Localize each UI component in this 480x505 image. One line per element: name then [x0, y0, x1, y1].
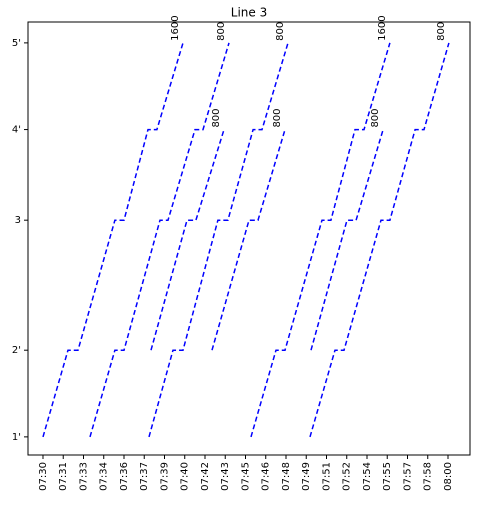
- train-line: [250, 42, 391, 438]
- y-tick-label: 5': [12, 38, 21, 49]
- plot-frame: [27, 21, 471, 456]
- x-tick-label: 07:45: [240, 462, 251, 491]
- y-tick-label: 4': [12, 125, 21, 136]
- x-tick-label: 07:37: [139, 462, 150, 491]
- train-line: [148, 42, 289, 438]
- x-tick-label: 07:39: [159, 462, 170, 491]
- x-tick-label: 07:40: [180, 462, 191, 491]
- train-label: 1600: [170, 15, 181, 40]
- train-label: 800: [436, 22, 447, 41]
- train-label: 800: [272, 108, 283, 127]
- x-tick-label: 07:48: [281, 462, 292, 491]
- x-tick-label: 07:55: [382, 462, 393, 491]
- x-tick-label: 07:34: [99, 462, 110, 491]
- train-label: 800: [211, 108, 222, 127]
- chart-title: Line 3: [231, 6, 267, 20]
- x-tick-label: 07:58: [423, 462, 434, 491]
- train-line: [309, 42, 450, 438]
- x-tick-label: 08:00: [443, 462, 454, 491]
- x-tick-label: 07:42: [200, 462, 211, 491]
- train-line: [89, 42, 230, 438]
- x-tick-label: 07:43: [220, 462, 231, 491]
- x-tick-label: 07:33: [78, 462, 89, 491]
- train-line: [310, 129, 384, 351]
- train-label: 800: [370, 108, 381, 127]
- train-label: 800: [216, 22, 227, 41]
- train-line: [150, 129, 225, 351]
- x-tick-label: 07:57: [402, 462, 413, 491]
- y-tick-label: 1': [12, 432, 21, 443]
- x-tick-label: 07:31: [58, 462, 69, 491]
- y-tick-label: 2': [12, 345, 21, 356]
- train-label: 1600: [377, 15, 388, 40]
- x-tick-label: 07:52: [342, 462, 353, 491]
- x-tick-label: 07:51: [321, 462, 332, 491]
- x-tick-label: 07:46: [261, 462, 272, 491]
- y-tick-label: 3: [15, 215, 21, 226]
- train-line: [42, 42, 184, 438]
- x-tick-label: 07:54: [362, 462, 373, 491]
- x-tick-label: 07:49: [301, 462, 312, 491]
- x-tick-label: 07:36: [119, 462, 130, 491]
- train-label: 800: [275, 22, 286, 41]
- x-tick-label: 07:30: [38, 462, 49, 491]
- train-line: [211, 129, 286, 351]
